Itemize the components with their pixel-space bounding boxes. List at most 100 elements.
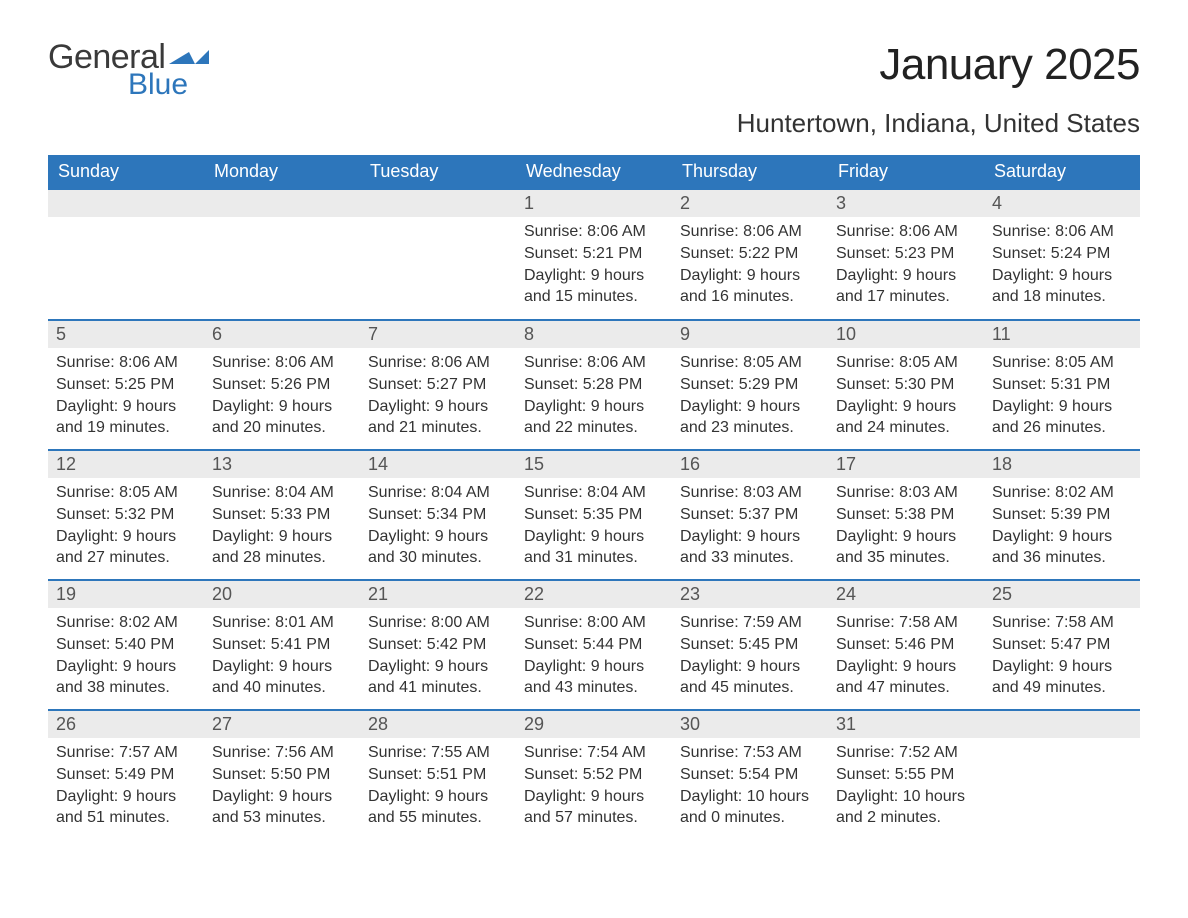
calendar-week-row: 5Sunrise: 8:06 AMSunset: 5:25 PMDaylight… xyxy=(48,320,1140,450)
daylight-line: Daylight: 9 hours and 47 minutes. xyxy=(836,656,976,699)
calendar-day-cell: 20Sunrise: 8:01 AMSunset: 5:41 PMDayligh… xyxy=(204,580,360,710)
daylight-line: Daylight: 9 hours and 24 minutes. xyxy=(836,396,976,439)
sunrise-line: Sunrise: 8:02 AM xyxy=(56,612,196,634)
day-header: Thursday xyxy=(672,155,828,190)
calendar-day-cell: 7Sunrise: 8:06 AMSunset: 5:27 PMDaylight… xyxy=(360,320,516,450)
calendar-day-cell: 9Sunrise: 8:05 AMSunset: 5:29 PMDaylight… xyxy=(672,320,828,450)
daylight-line: Daylight: 9 hours and 40 minutes. xyxy=(212,656,352,699)
sunrise-line: Sunrise: 7:55 AM xyxy=(368,742,508,764)
calendar-day-cell: 30 Sunrise: 7:53 AMSunset: 5:54 PMDayligh… xyxy=(672,710,828,840)
day-details: Sunrise: 7:52 AMSunset: 5:55 PMDaylight:… xyxy=(828,738,984,836)
sunset-line: Sunset: 5:52 PM xyxy=(524,764,664,786)
calendar-day-cell: 5Sunrise: 8:06 AMSunset: 5:25 PMDaylight… xyxy=(48,320,204,450)
day-number: 18 xyxy=(984,451,1140,478)
sunrise-line: Sunrise: 8:06 AM xyxy=(524,221,664,243)
sunrise-line: Sunrise: 8:03 AM xyxy=(680,482,820,504)
day-number: 28 xyxy=(360,711,516,738)
sunset-line: Sunset: 5:54 PM xyxy=(680,764,820,786)
sunrise-line: Sunrise: 8:05 AM xyxy=(680,352,820,374)
day-details: Sunrise: 8:06 AMSunset: 5:28 PMDaylight:… xyxy=(516,348,672,446)
calendar-day-cell: 18Sunrise: 8:02 AMSunset: 5:39 PMDayligh… xyxy=(984,450,1140,580)
sunset-line: Sunset: 5:46 PM xyxy=(836,634,976,656)
day-details: Sunrise: 8:06 AMSunset: 5:25 PMDaylight:… xyxy=(48,348,204,446)
daylight-line: Daylight: 9 hours and 33 minutes. xyxy=(680,526,820,569)
day-number: 11 xyxy=(984,321,1140,348)
calendar-day-cell: 26Sunrise: 7:57 AMSunset: 5:49 PMDayligh… xyxy=(48,710,204,840)
sunset-line: Sunset: 5:23 PM xyxy=(836,243,976,265)
calendar-day-cell: 28Sunrise: 7:55 AMSunset: 5:51 PMDayligh… xyxy=(360,710,516,840)
day-number: 17 xyxy=(828,451,984,478)
day-number-empty xyxy=(360,190,516,217)
day-details: Sunrise: 8:05 AMSunset: 5:30 PMDaylight:… xyxy=(828,348,984,446)
day-number: 13 xyxy=(204,451,360,478)
day-details: Sunrise: 8:02 AMSunset: 5:39 PMDaylight:… xyxy=(984,478,1140,576)
sunrise-line: Sunrise: 7:52 AM xyxy=(836,742,976,764)
sunrise-line: Sunrise: 8:06 AM xyxy=(56,352,196,374)
calendar-day-cell: 21Sunrise: 8:00 AMSunset: 5:42 PMDayligh… xyxy=(360,580,516,710)
sunset-line: Sunset: 5:26 PM xyxy=(212,374,352,396)
sunrise-line: Sunrise: 7:59 AM xyxy=(680,612,820,634)
sunset-line: Sunset: 5:25 PM xyxy=(56,374,196,396)
day-header: Sunday xyxy=(48,155,204,190)
day-details: Sunrise: 8:06 AMSunset: 5:22 PMDaylight:… xyxy=(672,217,828,315)
daylight-line: Daylight: 9 hours and 26 minutes. xyxy=(992,396,1132,439)
day-details: Sunrise: 8:04 AMSunset: 5:34 PMDaylight:… xyxy=(360,478,516,576)
calendar-day-cell xyxy=(360,190,516,320)
calendar-week-row: 1Sunrise: 8:06 AMSunset: 5:21 PMDaylight… xyxy=(48,190,1140,320)
sunset-line: Sunset: 5:34 PM xyxy=(368,504,508,526)
day-number: 9 xyxy=(672,321,828,348)
sunrise-line: Sunrise: 7:53 AM xyxy=(680,742,820,764)
daylight-line: Daylight: 10 hours and 0 minutes. xyxy=(680,786,820,829)
sunrise-line: Sunrise: 8:05 AM xyxy=(56,482,196,504)
day-details: Sunrise: 8:00 AMSunset: 5:42 PMDaylight:… xyxy=(360,608,516,706)
daylight-line: Daylight: 9 hours and 15 minutes. xyxy=(524,265,664,308)
calendar-day-cell: 11Sunrise: 8:05 AMSunset: 5:31 PMDayligh… xyxy=(984,320,1140,450)
sunrise-line: Sunrise: 7:56 AM xyxy=(212,742,352,764)
daylight-line: Daylight: 9 hours and 28 minutes. xyxy=(212,526,352,569)
day-details: Sunrise: 7:55 AMSunset: 5:51 PMDaylight:… xyxy=(360,738,516,836)
day-number: 29 xyxy=(516,711,672,738)
calendar-day-cell: 24Sunrise: 7:58 AMSunset: 5:46 PMDayligh… xyxy=(828,580,984,710)
calendar-day-cell xyxy=(984,710,1140,840)
calendar-day-cell: 27Sunrise: 7:56 AMSunset: 5:50 PMDayligh… xyxy=(204,710,360,840)
sunrise-line: Sunrise: 8:04 AM xyxy=(212,482,352,504)
sunset-line: Sunset: 5:39 PM xyxy=(992,504,1132,526)
day-details: Sunrise: 8:05 AMSunset: 5:32 PMDaylight:… xyxy=(48,478,204,576)
sunrise-line: Sunrise: 8:06 AM xyxy=(836,221,976,243)
sunset-line: Sunset: 5:45 PM xyxy=(680,634,820,656)
day-details: Sunrise: 7:54 AMSunset: 5:52 PMDaylight:… xyxy=(516,738,672,836)
sunset-line: Sunset: 5:49 PM xyxy=(56,764,196,786)
calendar-day-cell: 25Sunrise: 7:58 AMSunset: 5:47 PMDayligh… xyxy=(984,580,1140,710)
sunrise-line: Sunrise: 8:06 AM xyxy=(680,221,820,243)
sunset-line: Sunset: 5:33 PM xyxy=(212,504,352,526)
sunrise-line: Sunrise: 8:01 AM xyxy=(212,612,352,634)
day-number: 30 xyxy=(672,711,828,738)
sunset-line: Sunset: 5:35 PM xyxy=(524,504,664,526)
calendar-day-cell xyxy=(204,190,360,320)
day-details: Sunrise: 8:06 AMSunset: 5:21 PMDaylight:… xyxy=(516,217,672,315)
daylight-line: Daylight: 9 hours and 18 minutes. xyxy=(992,265,1132,308)
day-details: Sunrise: 8:06 AMSunset: 5:27 PMDaylight:… xyxy=(360,348,516,446)
day-number: 2 xyxy=(672,190,828,217)
logo-text-blue: Blue xyxy=(128,70,213,100)
daylight-line: Daylight: 9 hours and 36 minutes. xyxy=(992,526,1132,569)
calendar-day-cell: 12Sunrise: 8:05 AMSunset: 5:32 PMDayligh… xyxy=(48,450,204,580)
day-number: 15 xyxy=(516,451,672,478)
calendar-week-row: 12Sunrise: 8:05 AMSunset: 5:32 PMDayligh… xyxy=(48,450,1140,580)
sunrise-line: Sunrise: 8:06 AM xyxy=(524,352,664,374)
calendar-day-cell: 13 Sunrise: 8:04 AMSunset: 5:33 PMDayligh… xyxy=(204,450,360,580)
calendar-day-cell: 19Sunrise: 8:02 AMSunset: 5:40 PMDayligh… xyxy=(48,580,204,710)
day-details: Sunrise: 8:06 AMSunset: 5:23 PMDaylight:… xyxy=(828,217,984,315)
sunrise-line: Sunrise: 8:06 AM xyxy=(212,352,352,374)
day-number: 26 xyxy=(48,711,204,738)
daylight-line: Daylight: 9 hours and 19 minutes. xyxy=(56,396,196,439)
calendar-day-cell: 31Sunrise: 7:52 AMSunset: 5:55 PMDayligh… xyxy=(828,710,984,840)
sunrise-line: Sunrise: 7:54 AM xyxy=(524,742,664,764)
calendar-day-cell: 23Sunrise: 7:59 AMSunset: 5:45 PMDayligh… xyxy=(672,580,828,710)
sunset-line: Sunset: 5:51 PM xyxy=(368,764,508,786)
sunset-line: Sunset: 5:42 PM xyxy=(368,634,508,656)
day-number: 27 xyxy=(204,711,360,738)
daylight-line: Daylight: 9 hours and 57 minutes. xyxy=(524,786,664,829)
calendar-day-cell: 3Sunrise: 8:06 AMSunset: 5:23 PMDaylight… xyxy=(828,190,984,320)
sunset-line: Sunset: 5:21 PM xyxy=(524,243,664,265)
